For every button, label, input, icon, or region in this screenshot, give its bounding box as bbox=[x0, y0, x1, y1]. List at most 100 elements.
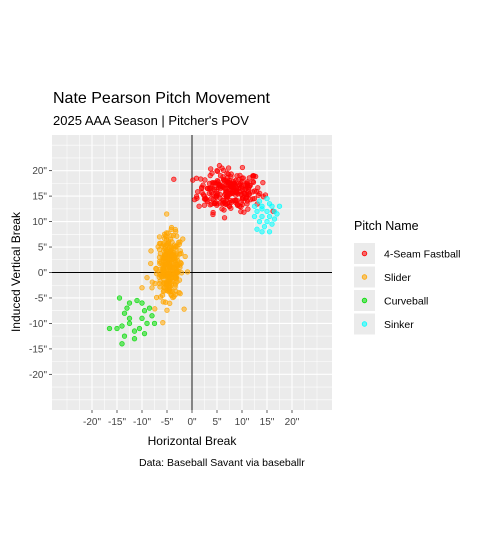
data-point bbox=[167, 247, 173, 254]
y-tick-label: 20" bbox=[32, 166, 47, 177]
data-point bbox=[174, 254, 180, 260]
data-point bbox=[174, 233, 180, 239]
data-point bbox=[141, 330, 148, 337]
data-point bbox=[172, 282, 179, 288]
data-point bbox=[182, 253, 188, 260]
x-tick-label: -15" bbox=[108, 417, 126, 428]
data-point bbox=[116, 295, 123, 301]
legend-key-point bbox=[361, 274, 368, 280]
data-point bbox=[181, 306, 187, 312]
data-point bbox=[149, 313, 155, 319]
data-point bbox=[241, 209, 247, 215]
data-point bbox=[144, 320, 150, 327]
x-tick-label: -10" bbox=[133, 417, 151, 428]
y-tick-label: 15" bbox=[32, 192, 47, 203]
data-point bbox=[256, 218, 263, 225]
data-point bbox=[168, 243, 174, 249]
data-point bbox=[214, 201, 220, 207]
data-point bbox=[166, 287, 173, 293]
data-point bbox=[266, 229, 273, 235]
data-point bbox=[234, 173, 240, 179]
data-point bbox=[250, 173, 256, 179]
y-tick-label: -15" bbox=[29, 344, 47, 355]
x-tick-label: -20" bbox=[83, 417, 101, 428]
data-point bbox=[217, 182, 223, 188]
data-point bbox=[190, 177, 196, 183]
data-point bbox=[121, 310, 128, 316]
data-point bbox=[167, 300, 173, 306]
data-point bbox=[152, 306, 158, 312]
data-point bbox=[211, 186, 218, 193]
data-point bbox=[195, 189, 201, 195]
data-point bbox=[164, 307, 170, 313]
data-point bbox=[221, 197, 227, 204]
data-point bbox=[260, 180, 266, 186]
data-point bbox=[208, 166, 214, 172]
data-point bbox=[213, 193, 219, 199]
legend-key-point bbox=[361, 321, 368, 327]
data-point bbox=[199, 184, 205, 190]
data-point bbox=[139, 285, 145, 291]
data-point bbox=[239, 164, 246, 171]
data-point bbox=[251, 188, 258, 194]
data-point bbox=[131, 336, 138, 342]
data-point bbox=[161, 231, 168, 237]
data-point bbox=[225, 165, 232, 171]
data-point bbox=[244, 191, 250, 198]
data-point bbox=[256, 198, 263, 204]
data-point bbox=[251, 196, 258, 202]
data-point bbox=[160, 299, 166, 305]
data-point bbox=[164, 211, 170, 217]
data-point bbox=[126, 320, 133, 327]
legend-key-point bbox=[361, 297, 368, 304]
x-tick-label: 15" bbox=[260, 417, 275, 428]
data-point bbox=[149, 285, 155, 291]
data-point bbox=[264, 208, 270, 215]
data-point bbox=[259, 213, 265, 220]
data-point bbox=[156, 246, 163, 253]
y-tick-label: 10" bbox=[32, 217, 47, 228]
data-point bbox=[171, 265, 177, 271]
x-axis-title: Horizontal Break bbox=[148, 434, 238, 448]
x-tick-label: 20" bbox=[285, 417, 300, 428]
x-tick-label: 0" bbox=[187, 417, 197, 428]
data-point bbox=[126, 300, 133, 306]
data-point bbox=[146, 305, 153, 311]
data-point bbox=[239, 186, 246, 192]
data-point bbox=[266, 201, 273, 207]
data-point bbox=[251, 203, 258, 209]
data-point bbox=[233, 187, 240, 193]
data-point bbox=[245, 206, 251, 212]
data-point bbox=[175, 269, 181, 275]
legend: Pitch Name 4-Seam Fastball Slider Curvebal… bbox=[354, 219, 460, 335]
chart-subtitle: 2025 AAA Season | Pitcher's POV bbox=[53, 113, 249, 128]
data-point bbox=[163, 261, 169, 268]
data-point bbox=[266, 213, 273, 220]
data-point bbox=[209, 170, 215, 176]
y-tick-label: -20" bbox=[29, 370, 47, 381]
data-point bbox=[228, 174, 234, 180]
x-tick-label: -5" bbox=[161, 417, 174, 428]
data-point bbox=[139, 300, 145, 306]
data-point bbox=[136, 325, 143, 332]
data-point bbox=[271, 216, 278, 222]
data-point bbox=[124, 305, 130, 311]
data-point bbox=[171, 176, 177, 182]
data-point bbox=[141, 308, 148, 314]
legend-key-point bbox=[361, 250, 368, 257]
data-point bbox=[201, 202, 208, 208]
data-point bbox=[214, 167, 220, 174]
data-point bbox=[219, 165, 225, 171]
data-point bbox=[131, 328, 138, 334]
data-point bbox=[160, 320, 166, 326]
data-point bbox=[194, 195, 200, 201]
y-axis-ticks: -20" -15" -10" -5" 0" 5" 10" 15" 20" bbox=[29, 166, 52, 381]
data-point bbox=[239, 196, 245, 202]
data-point bbox=[219, 206, 225, 212]
data-point bbox=[203, 196, 209, 202]
data-point bbox=[162, 244, 169, 250]
data-point bbox=[156, 280, 162, 287]
y-tick-label: 5" bbox=[38, 243, 48, 254]
data-point bbox=[153, 266, 159, 272]
data-point bbox=[239, 175, 245, 181]
